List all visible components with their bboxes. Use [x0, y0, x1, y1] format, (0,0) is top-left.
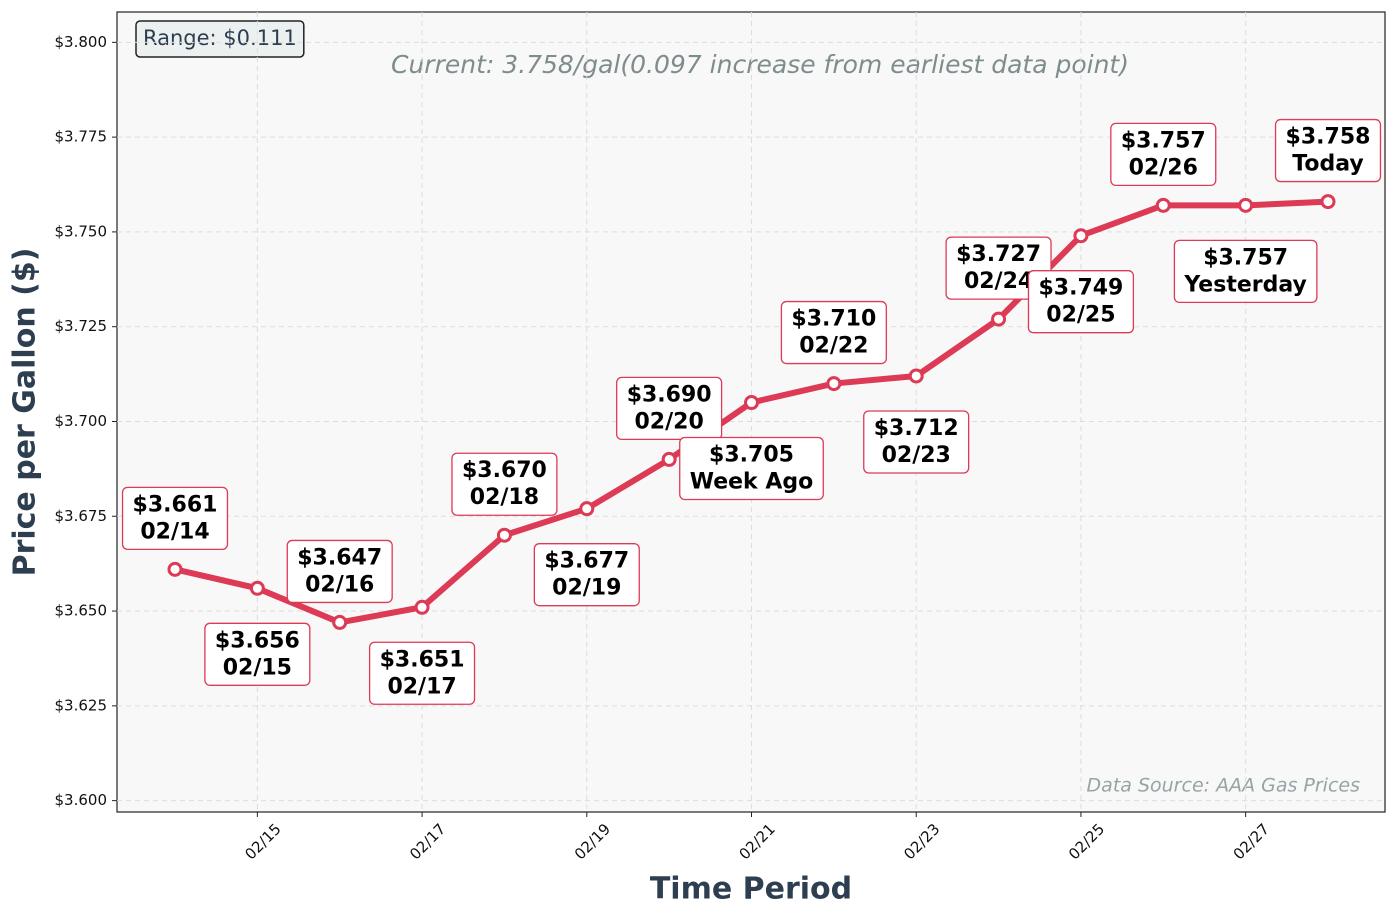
value-label: $3.651 [380, 647, 465, 672]
data-point [661, 451, 677, 467]
value-label: $3.647 [297, 545, 382, 570]
y-tick-label: $3.700 [55, 412, 108, 430]
label-box [679, 436, 824, 501]
point-label: 02/23 [882, 443, 951, 468]
label-box [1110, 122, 1217, 187]
value-label: $3.757 [1203, 245, 1288, 270]
label-box [945, 236, 1052, 300]
point-label: 02/18 [470, 485, 539, 510]
y-tick-label: $3.725 [55, 317, 108, 335]
point-label: 02/16 [305, 572, 374, 597]
value-label: $3.712 [874, 416, 959, 441]
point-label: 02/17 [387, 674, 456, 699]
value-label: $3.705 [709, 443, 794, 468]
value-label: $3.677 [544, 549, 629, 574]
point-label: 02/14 [140, 519, 209, 544]
point-label: Yesterday [1183, 272, 1306, 297]
label-box [1274, 118, 1382, 183]
label-box [533, 543, 640, 607]
value-label: $3.710 [791, 307, 876, 332]
source-note: Data Source: AAA Gas Prices [1087, 775, 1361, 797]
data-point [1073, 228, 1089, 244]
label-box [863, 410, 970, 474]
label-box [780, 300, 887, 365]
point-label: 02/22 [799, 334, 868, 359]
y-tick-label: $3.750 [55, 222, 108, 240]
point-label: Today [1292, 152, 1363, 177]
data-point [496, 527, 512, 543]
data-point [167, 561, 183, 577]
y-tick-label: $3.800 [55, 33, 108, 51]
range-label: Range: $0.111 [143, 26, 297, 50]
point-label: Week Ago [690, 470, 814, 495]
label-box [368, 641, 476, 705]
data-point [991, 311, 1007, 327]
x-tick-label: 02/15 [241, 820, 284, 863]
value-label: $3.656 [215, 628, 300, 653]
value-label: $3.661 [133, 492, 218, 517]
label-box [616, 376, 723, 441]
label-box [1027, 270, 1135, 334]
label-box [451, 452, 558, 516]
label-box [121, 486, 229, 550]
x-tick-label: 02/21 [735, 820, 778, 863]
point-label: 02/25 [1046, 303, 1115, 328]
data-point [1320, 194, 1336, 210]
range-box [135, 20, 305, 58]
y-tick-label: $3.600 [55, 791, 108, 809]
x-tick-label: 02/25 [1065, 820, 1108, 863]
data-point [1238, 197, 1254, 213]
subtitle: Current: 3.758/gal(0.097 increase from e… [391, 50, 1129, 79]
x-tick-label: 02/17 [406, 820, 449, 863]
data-point [579, 501, 595, 517]
value-label: $3.690 [627, 382, 712, 407]
data-point [744, 395, 759, 411]
data-point [414, 599, 430, 615]
y-tick-label: $3.775 [55, 128, 108, 146]
point-label: 02/26 [1129, 155, 1198, 180]
point-label: 02/15 [223, 655, 292, 680]
point-label: 02/24 [964, 269, 1033, 294]
y-axis-label: Price per Gallon ($) [8, 248, 43, 577]
label-box [1173, 239, 1318, 304]
data-point [908, 368, 924, 384]
y-tick-label: $3.675 [55, 507, 108, 525]
value-label: $3.757 [1121, 128, 1206, 153]
value-label: $3.749 [1038, 276, 1123, 301]
y-tick-label: $3.625 [55, 696, 108, 714]
x-tick-label: 02/19 [571, 820, 614, 863]
value-label: $3.727 [956, 242, 1041, 267]
value-label: $3.670 [462, 458, 547, 483]
data-point [826, 376, 842, 392]
y-tick-label: $3.650 [55, 602, 108, 620]
x-tick-label: 02/27 [1230, 820, 1273, 863]
label-box [286, 539, 393, 604]
value-label: $3.758 [1286, 125, 1371, 150]
label-box [204, 622, 311, 686]
x-axis-label: Time Period [650, 872, 852, 907]
point-label: 02/19 [552, 576, 621, 601]
point-label: 02/20 [635, 409, 704, 434]
x-tick-label: 02/23 [900, 820, 943, 863]
data-point [332, 614, 348, 630]
data-point [249, 580, 265, 596]
data-point [1155, 197, 1171, 213]
